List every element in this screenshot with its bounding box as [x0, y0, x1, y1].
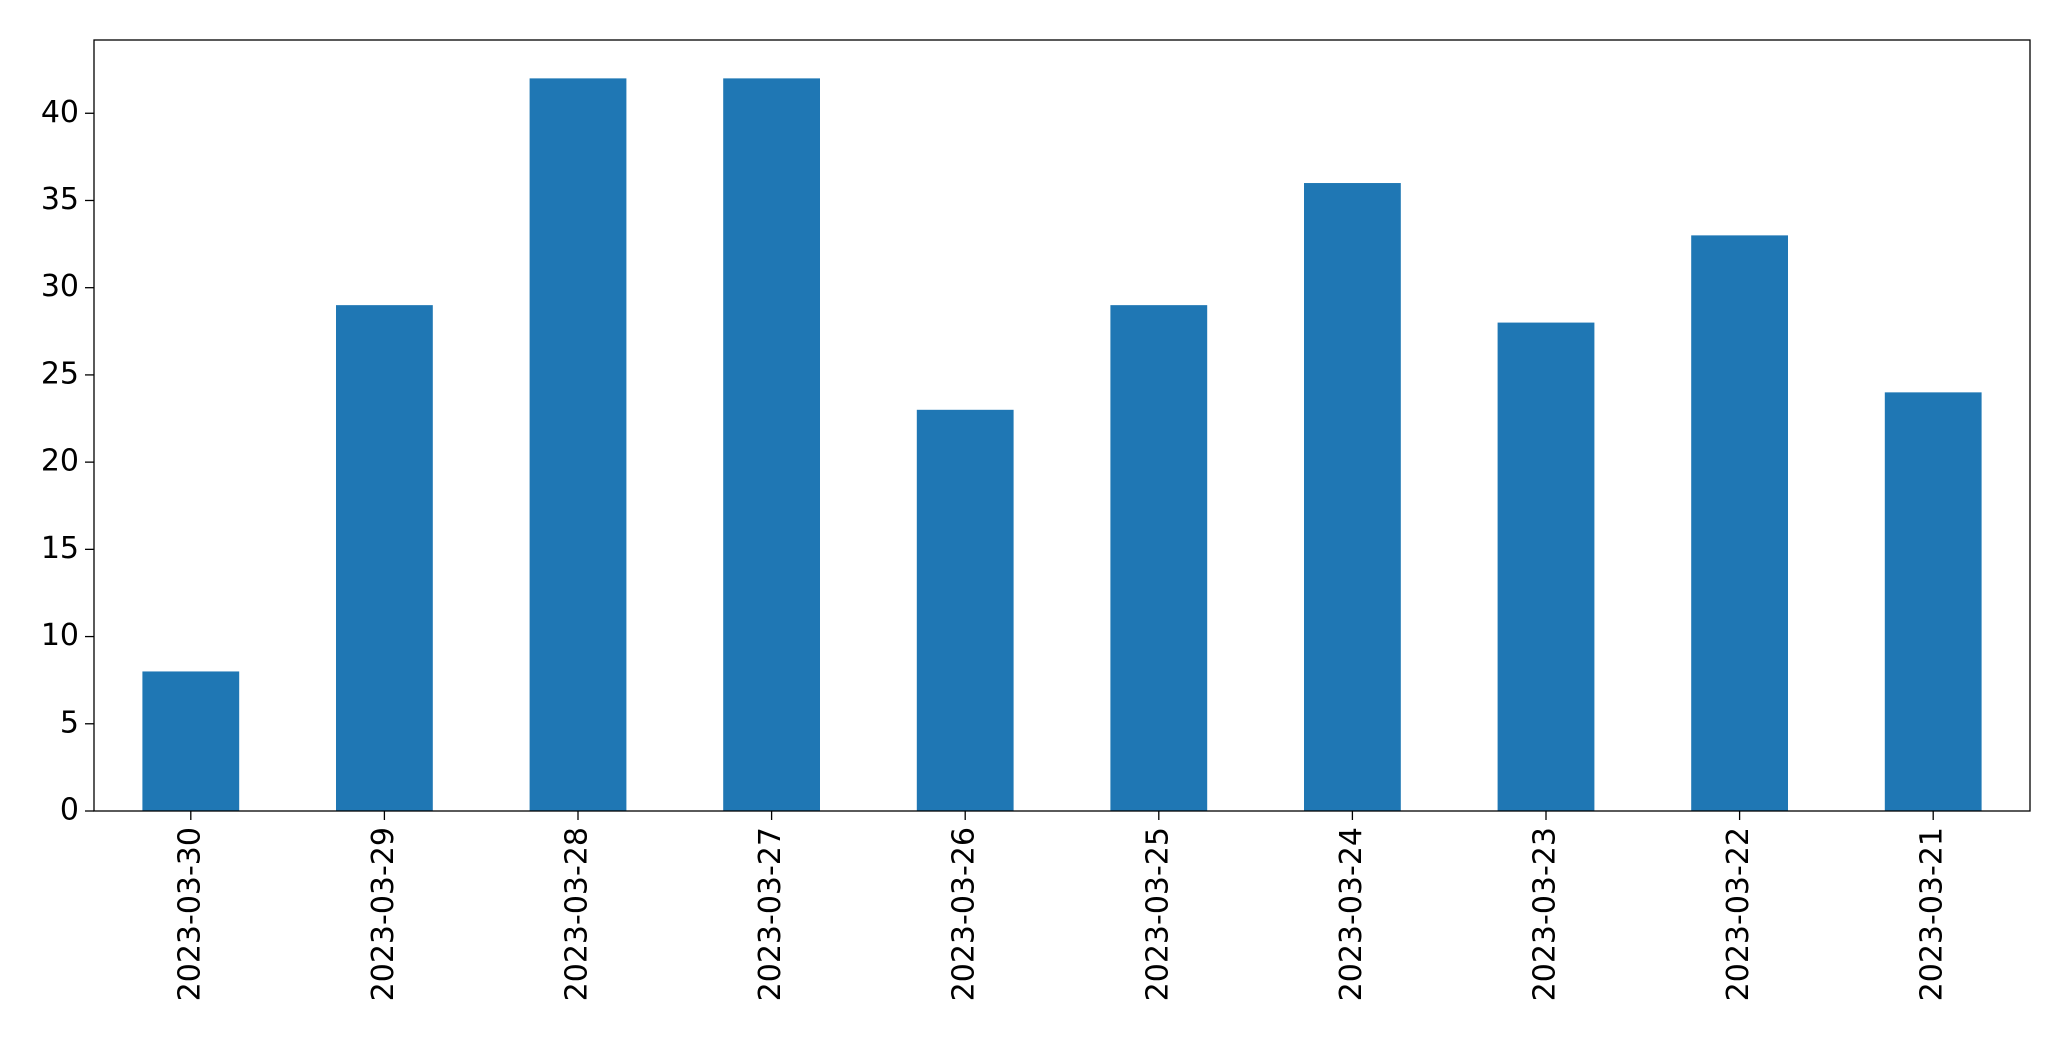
- y-tick-label: 40: [41, 95, 79, 130]
- bar: [1691, 235, 1788, 811]
- x-tick-label: 2023-03-25: [1140, 827, 1175, 1001]
- y-tick-label: 30: [41, 269, 79, 304]
- plot-frame: [93, 39, 2031, 812]
- bar: [723, 78, 820, 812]
- bar: [1304, 183, 1401, 811]
- y-tick-label: 35: [41, 182, 79, 217]
- bar: [336, 305, 433, 811]
- bar: [916, 409, 1014, 811]
- bar: [1497, 322, 1595, 811]
- y-tick-label: 25: [41, 356, 79, 391]
- x-tick-label: 2023-03-26: [947, 827, 982, 1001]
- x-tick-label: 2023-03-29: [366, 827, 401, 1001]
- x-tick-label: 2023-03-21: [1915, 827, 1950, 1001]
- x-tick-label: 2023-03-27: [753, 827, 788, 1001]
- y-tick-label: 15: [41, 531, 79, 566]
- y-tick-label: 10: [41, 618, 79, 653]
- x-tick-label: 2023-03-22: [1721, 827, 1756, 1001]
- bar: [142, 671, 240, 811]
- x-tick-label: 2023-03-28: [560, 827, 595, 1001]
- x-tick-label: 2023-03-23: [1528, 827, 1563, 1001]
- bar: [529, 78, 627, 812]
- x-tick-label: 2023-03-30: [172, 827, 207, 1001]
- x-tick-label: 2023-03-24: [1334, 827, 1369, 1001]
- bar: [1110, 305, 1208, 811]
- y-tick-label: 5: [60, 705, 79, 740]
- y-tick-label: 0: [60, 793, 79, 828]
- y-tick-label: 20: [41, 444, 79, 479]
- bar: [1884, 392, 1982, 811]
